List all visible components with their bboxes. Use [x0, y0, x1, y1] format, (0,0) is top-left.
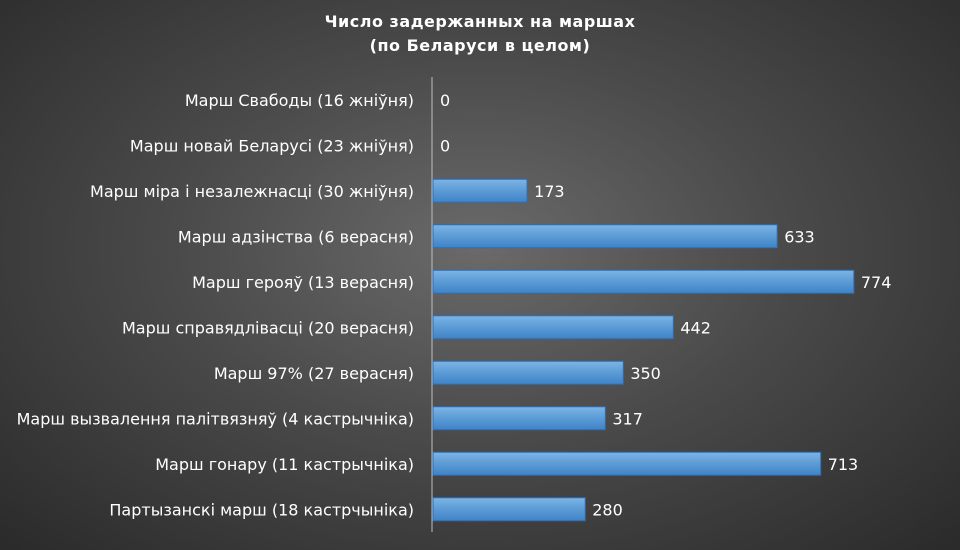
category-label: Марш вызвалення палітвязняў (4 кастрычні…	[17, 409, 414, 428]
bar	[432, 315, 674, 340]
data-label: 633	[784, 227, 815, 246]
data-label: 442	[680, 318, 711, 337]
chart-subtitle: (по Беларуси в целом)	[369, 36, 591, 55]
category-label: Марш герояў (13 верасня)	[192, 273, 414, 292]
bar	[432, 406, 606, 431]
bar	[432, 451, 822, 476]
category-label: Марш міра і незалежнасці (30 жніўня)	[90, 182, 414, 201]
category-label: Марш 97% (27 верасня)	[214, 364, 414, 383]
bar	[432, 269, 855, 294]
category-label: Марш новай Беларусі (23 жніўня)	[130, 136, 414, 155]
data-label: 0	[440, 91, 450, 110]
chart-title: Число задержанных на маршах (по Беларуси…	[0, 10, 960, 58]
category-label: Марш адзінства (6 верасня)	[178, 227, 414, 246]
category-label: Марш гонару (11 кастрычніка)	[155, 455, 414, 474]
bar	[432, 224, 778, 249]
bar	[432, 497, 586, 522]
data-label: 350	[630, 364, 661, 383]
data-label: 713	[828, 455, 859, 474]
category-label: Марш Свабоды (16 жніўня)	[185, 91, 414, 110]
chart-title-line1: Число задержанных на маршах	[324, 12, 636, 31]
category-label: Марш справядлівасці (20 верасня)	[122, 318, 414, 337]
data-label: 280	[592, 500, 623, 519]
data-label: 173	[534, 182, 565, 201]
category-label: Партызанскі марш (18 кастрчыніка)	[109, 500, 414, 519]
data-label: 317	[612, 409, 643, 428]
bar	[432, 360, 624, 385]
data-label: 774	[861, 273, 892, 292]
data-label: 0	[440, 136, 450, 155]
bar	[432, 178, 528, 203]
